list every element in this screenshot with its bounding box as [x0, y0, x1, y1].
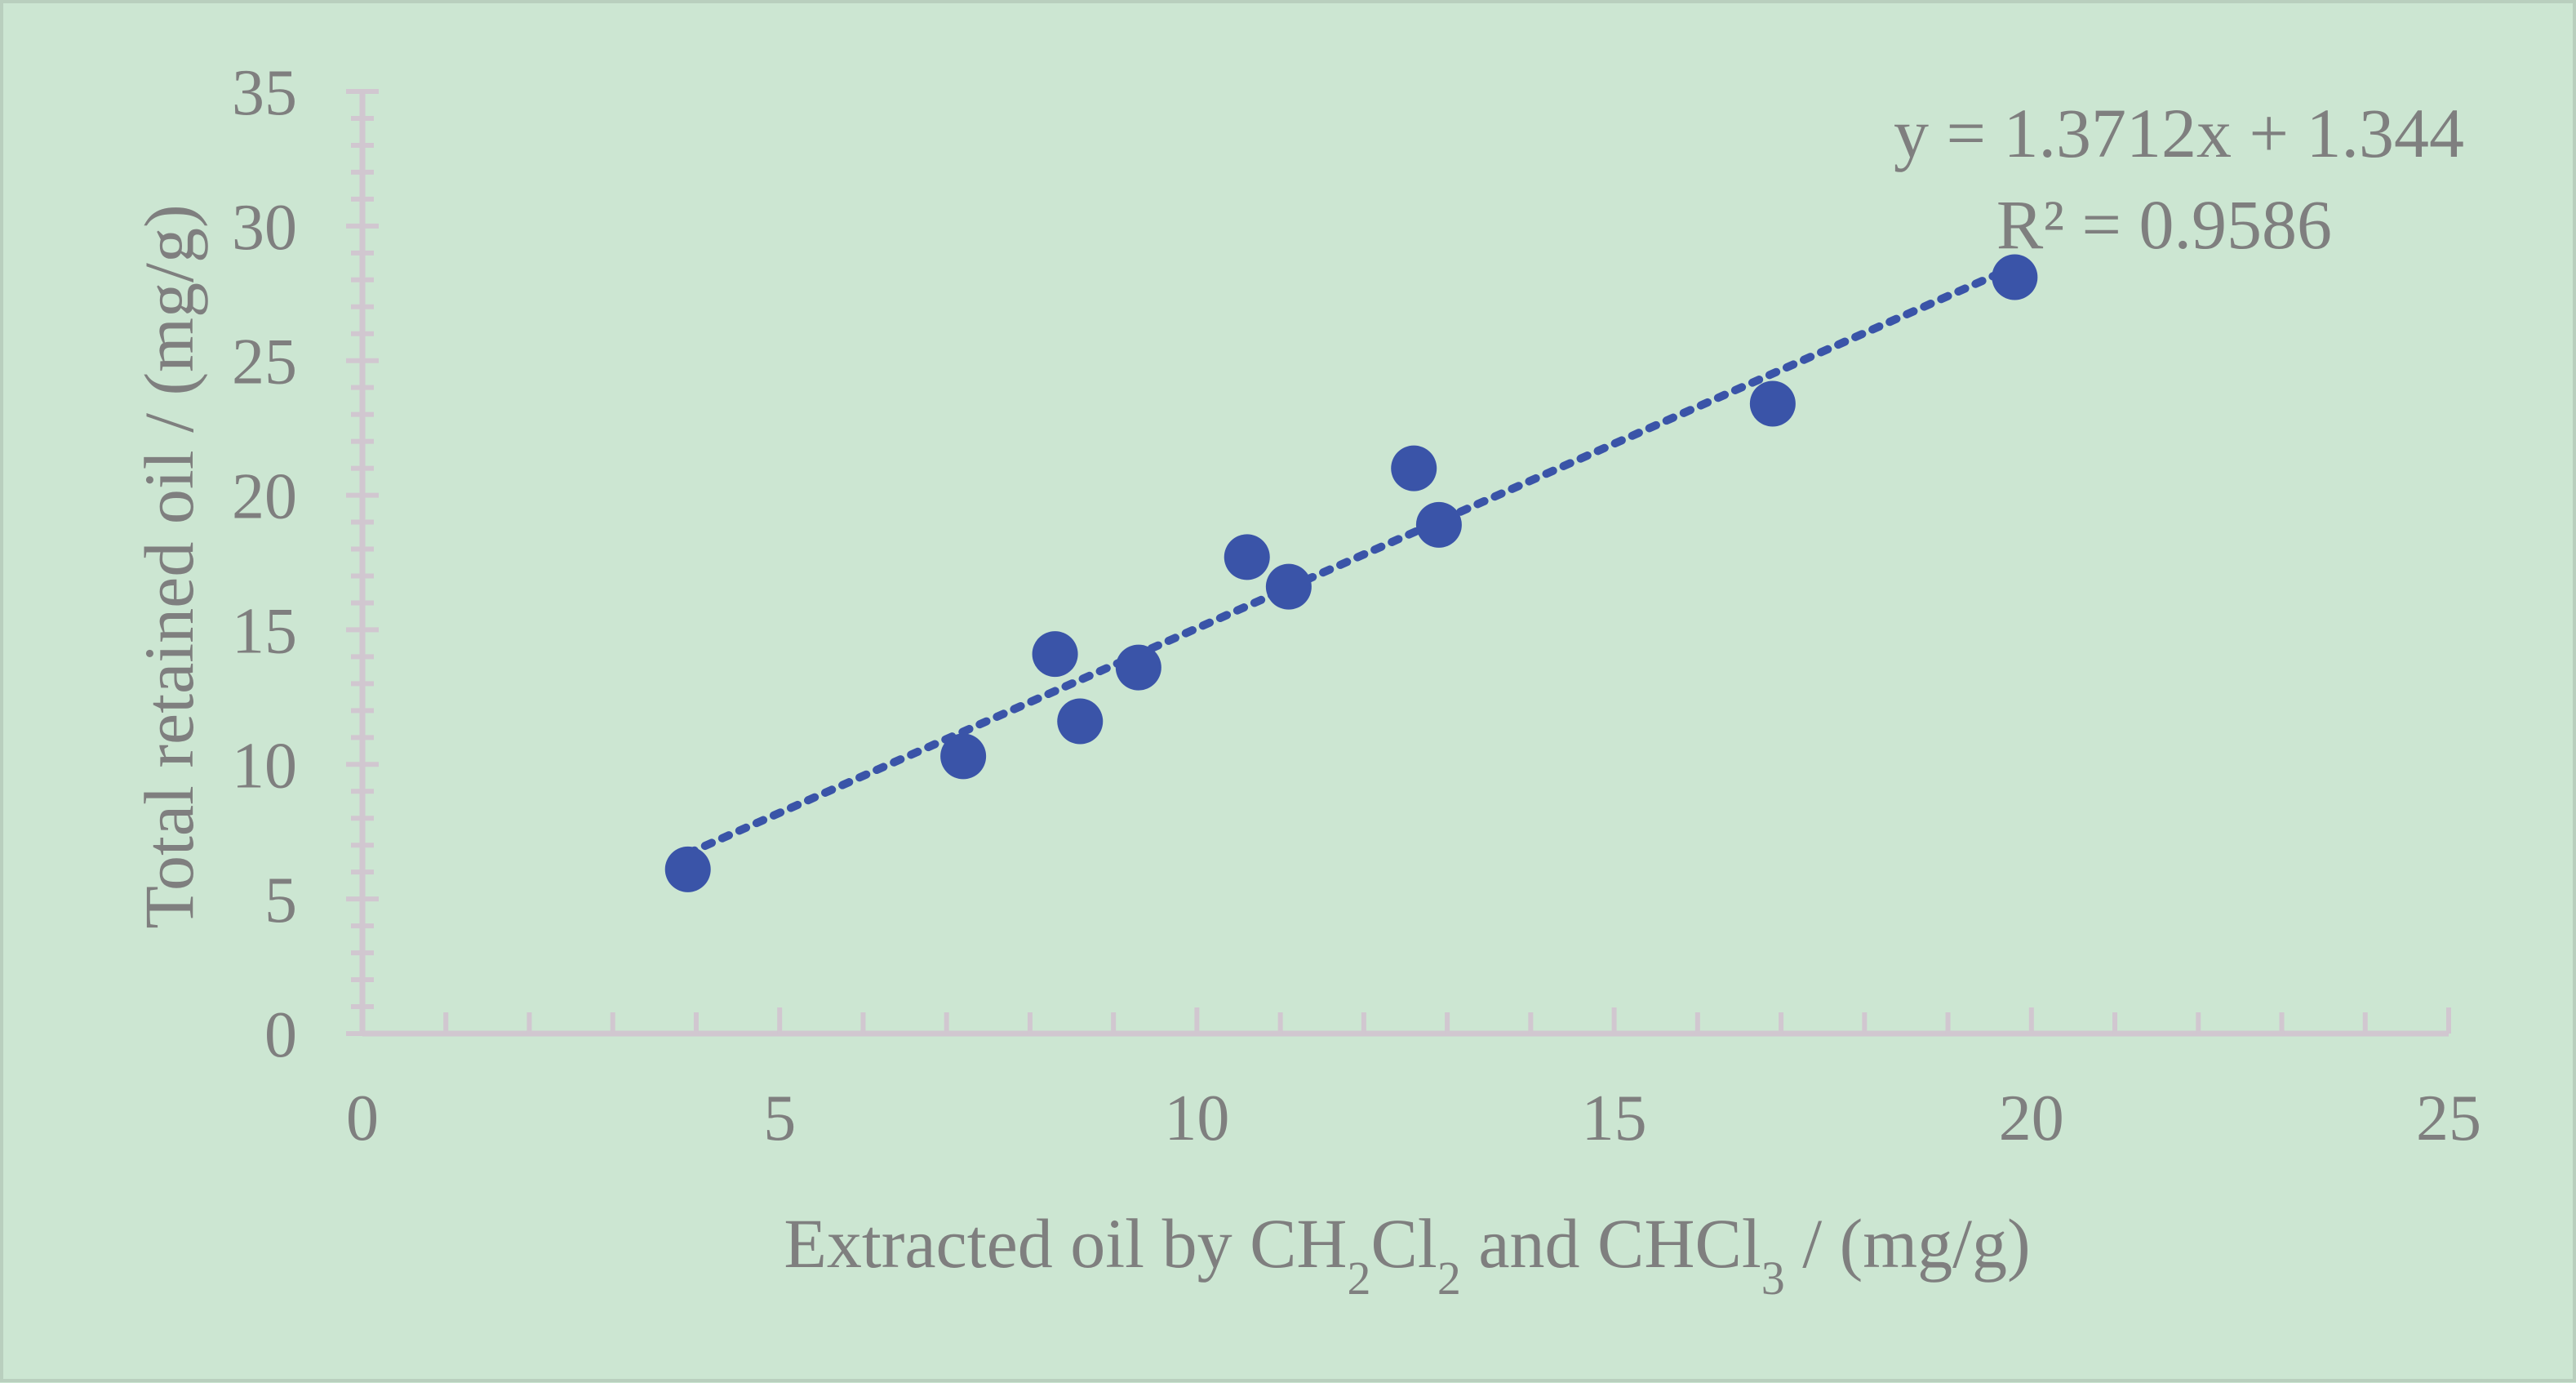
x-axis-title-text: Extracted oil by CH [784, 1204, 1347, 1283]
x-tick-label: 20 [1999, 1083, 2064, 1154]
data-point [1224, 534, 1270, 580]
y-axis-title: Total retained oil / (mg/g) [130, 204, 208, 928]
data-point [1032, 631, 1078, 678]
x-axis-title-subscript: 2 [1437, 1252, 1461, 1305]
x-axis-title-text: Cl [1371, 1204, 1437, 1283]
data-point [664, 846, 711, 892]
data-point [1391, 445, 1437, 491]
tick-labels: 0 5 10 15 20 25 0 5 10 15 20 25 30 35 [232, 57, 2481, 1154]
y-tick-label: 0 [264, 999, 297, 1071]
x-tick-label: 0 [346, 1083, 379, 1154]
trendline [683, 262, 2019, 858]
data-points [664, 254, 2038, 892]
data-point [1265, 563, 1312, 610]
data-point [1057, 698, 1104, 745]
x-axis-title: Extracted oil by CH2Cl2 and CHCl3 / (mg/… [784, 1204, 2030, 1305]
data-point [1115, 644, 1161, 691]
y-tick-label: 25 [232, 327, 297, 398]
scatter-plot: 0 5 10 15 20 25 0 5 10 15 20 25 30 35 y = 1.3712x + 1… [130, 57, 2481, 1305]
data-point [1749, 380, 1796, 427]
x-axis-title-subscript: 3 [1761, 1252, 1785, 1305]
x-tick-label: 5 [763, 1083, 796, 1154]
x-tick-label: 25 [2416, 1083, 2481, 1154]
x-tick-label: 10 [1164, 1083, 1229, 1154]
trendline-r-squared: R² = 0.9586 [1996, 185, 2332, 264]
y-tick-label: 5 [264, 865, 297, 936]
y-tick-label: 20 [232, 461, 297, 533]
x-axis-title-text: / (mg/g) [1785, 1204, 2031, 1283]
x-tick-label: 15 [1582, 1083, 1647, 1154]
data-point [1992, 254, 2038, 300]
axes [346, 89, 2451, 1037]
y-tick-label: 35 [232, 57, 297, 129]
y-tick-label: 30 [232, 192, 297, 264]
y-tick-label: 15 [232, 595, 297, 667]
trendline-equation: y = 1.3712x + 1.344 [1894, 94, 2464, 172]
data-point [940, 733, 987, 780]
x-axis-title-subscript: 2 [1348, 1252, 1371, 1305]
y-tick-label: 10 [232, 730, 297, 802]
x-axis-title-text: and CHCl [1461, 1204, 1761, 1283]
data-point [1415, 501, 1462, 548]
